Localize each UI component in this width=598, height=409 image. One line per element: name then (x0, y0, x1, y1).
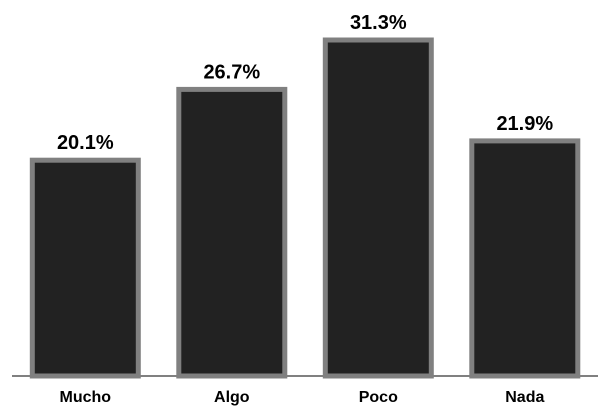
value-label-mucho: 20.1% (57, 132, 114, 154)
bars-group (29, 37, 581, 379)
value-label-poco: 31.3% (350, 12, 407, 34)
category-labels-group: Mucho Algo Poco Nada (60, 389, 545, 406)
category-label-poco: Poco (359, 389, 398, 406)
bar-poco (322, 37, 434, 379)
value-labels-group: 20.1% 26.7% 31.3% 21.9% (57, 12, 553, 154)
bar-nada (469, 138, 581, 379)
bar-mucho (29, 157, 141, 379)
value-label-nada: 21.9% (496, 113, 553, 135)
category-label-mucho: Mucho (60, 389, 112, 406)
value-label-algo: 26.7% (203, 61, 260, 83)
category-label-algo: Algo (214, 389, 250, 406)
bar-algo (176, 86, 288, 379)
category-label-nada: Nada (505, 389, 544, 406)
